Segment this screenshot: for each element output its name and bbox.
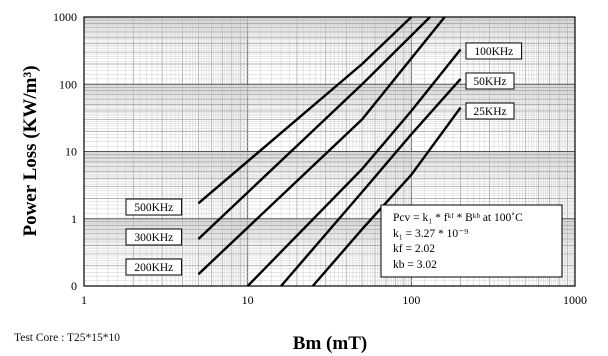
series-label-text: 50KHz xyxy=(473,76,506,88)
series-line-500khz xyxy=(197,16,413,205)
series-lines xyxy=(197,16,462,287)
series-label-25khz: 25KHz xyxy=(465,102,515,120)
plot-frame xyxy=(83,16,576,287)
series-label-text: 25KHz xyxy=(473,106,506,118)
series-label-text: 200KHz xyxy=(134,262,173,274)
formula-line: Pcv = k₁ * fᵏᶠ * Bᵏᵇ at 100˚C xyxy=(393,212,523,224)
x-tick-label: 1000 xyxy=(563,293,587,307)
y-axis-label: Power Loss (KW/m³) xyxy=(20,65,41,236)
formula-line: k₁ = 3.27 * 10⁻⁹ xyxy=(393,228,468,240)
series-label-100khz: 100KHz xyxy=(465,42,523,60)
x-tick-label: 100 xyxy=(402,293,420,307)
series-label-text: 500KHz xyxy=(134,202,173,214)
formula-line: kb = 3.02 xyxy=(393,259,437,271)
y-tick-label: 1000 xyxy=(53,10,77,24)
formula-line: kf = 2.02 xyxy=(393,243,435,255)
series-label-500khz: 500KHz xyxy=(125,198,183,216)
x-axis-label: Bm (mT) xyxy=(293,333,367,354)
y-tick-label: 0 xyxy=(71,279,77,293)
series-label-50khz: 50KHz xyxy=(465,72,515,90)
series-line-300khz xyxy=(197,16,431,240)
x-tick-label: 10 xyxy=(242,293,254,307)
y-tick-label: 10 xyxy=(65,145,77,159)
formula-box: Pcv = k₁ * fᵏᶠ * Bᵏᵇ at 100˚C k₁ = 3.27 … xyxy=(380,204,563,278)
series-labels: 500KHz 300KHz 200KHz 100KHz 50KHz 25KHz xyxy=(125,42,523,276)
series-label-300khz: 300KHz xyxy=(125,228,183,246)
test-core-note: Test Core : T25*15*10 xyxy=(14,332,120,344)
series-label-200khz: 200KHz xyxy=(125,258,183,276)
series-line-100khz xyxy=(246,48,462,287)
x-tick-label: 1 xyxy=(81,293,87,307)
series-label-text: 100KHz xyxy=(474,46,513,58)
series-label-text: 300KHz xyxy=(134,232,173,244)
y-tick-label: 1 xyxy=(71,212,77,226)
series-line-50khz xyxy=(280,78,462,287)
series-line-200khz xyxy=(197,16,446,276)
y-tick-label: 100 xyxy=(59,77,77,91)
series-line-25khz xyxy=(311,106,462,287)
